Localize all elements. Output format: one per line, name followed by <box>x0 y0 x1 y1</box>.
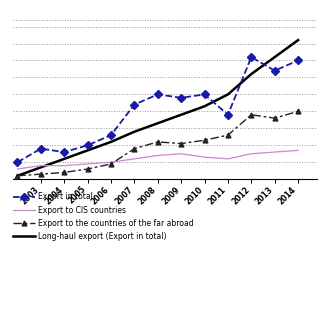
Legend: Export in total, Export to CIS countries, Export to the countries of the far abr: Export in total, Export to CIS countries… <box>10 189 197 244</box>
